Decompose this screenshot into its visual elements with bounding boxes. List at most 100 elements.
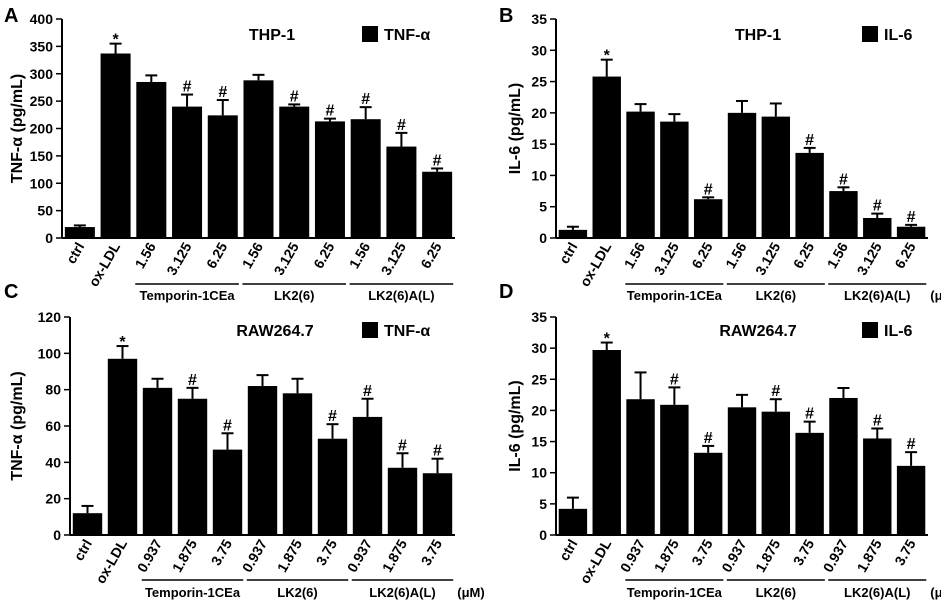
bar	[626, 399, 655, 535]
legend-swatch	[362, 26, 378, 42]
significance-mark: #	[433, 443, 442, 460]
x-tick-label: 6.25	[790, 239, 818, 271]
significance-mark: #	[290, 88, 299, 105]
x-tick-label: 1.56	[131, 239, 159, 271]
y-tick-label: 10	[531, 167, 547, 183]
bar	[558, 229, 588, 238]
significance-mark: #	[704, 181, 713, 198]
y-tick-label: 0	[539, 230, 547, 246]
significance-mark: *	[604, 48, 611, 65]
x-tick-label: ctrl	[556, 240, 581, 267]
x-tick-label: 1.875	[169, 536, 200, 575]
x-tick-label: 3.125	[651, 239, 682, 278]
y-tick-label: 80	[45, 382, 61, 398]
group-label: LK2(6)	[756, 585, 796, 600]
bar	[317, 438, 348, 535]
y-tick-label: 5	[539, 496, 547, 512]
bar	[795, 432, 824, 535]
y-tick-label: 20	[531, 402, 547, 418]
y-tick-label: 0	[45, 230, 53, 246]
y-axis-label: TNF-α (pg/mL)	[9, 371, 26, 480]
bar	[829, 397, 858, 535]
unit-label: (μM)	[930, 585, 941, 600]
bar	[693, 452, 723, 535]
chart-title: THP-1	[249, 27, 295, 44]
group-label: LK2(6)A(L)	[368, 288, 434, 303]
x-tick-label: 0.937	[239, 536, 270, 575]
significance-mark: *	[604, 331, 611, 348]
chart-title: RAW264.7	[236, 323, 313, 340]
x-tick-label: ox-LDL	[85, 239, 123, 289]
bar	[558, 508, 588, 535]
x-tick-label: 3.75	[418, 536, 446, 568]
bar	[350, 119, 381, 238]
bar	[64, 227, 95, 238]
significance-mark: #	[363, 383, 372, 400]
bar	[626, 111, 655, 238]
bar	[761, 411, 791, 535]
x-tick-label: 1.56	[722, 239, 750, 271]
x-tick-label: ox-LDL	[576, 239, 614, 289]
group-label: LK2(6)A(L)	[369, 585, 435, 600]
x-tick-label: ox-LDL	[92, 536, 130, 586]
y-tick-label: 350	[30, 38, 54, 54]
bar	[107, 358, 138, 535]
significance-mark: #	[704, 430, 713, 447]
y-tick-label: 20	[531, 105, 547, 121]
y-tick-label: 0	[53, 527, 61, 543]
significance-mark: #	[771, 383, 780, 400]
x-tick-label: 0.937	[344, 536, 375, 575]
x-tick-label: ctrl	[70, 537, 95, 564]
y-tick-label: 0	[539, 527, 547, 543]
significance-mark: #	[873, 412, 882, 429]
legend-label: TNF-α	[384, 27, 430, 44]
significance-mark: #	[326, 103, 335, 120]
bar	[795, 152, 824, 238]
bar	[136, 81, 167, 239]
significance-mark: #	[223, 417, 232, 434]
y-tick-label: 25	[531, 371, 547, 387]
group-label: Temporin-1CEa	[139, 288, 235, 303]
x-tick-label: 3.75	[891, 536, 919, 568]
y-tick-label: 120	[38, 309, 62, 325]
y-axis-label: IL-6 (pg/mL)	[507, 83, 524, 175]
y-tick-label: 30	[531, 42, 547, 58]
x-tick-label: ctrl	[63, 240, 88, 267]
bar	[172, 106, 203, 238]
x-tick-label: 3.125	[378, 239, 409, 278]
unit-label: (μM)	[930, 288, 941, 303]
x-tick-label: 3.125	[163, 239, 194, 278]
legend-swatch	[862, 26, 878, 42]
x-tick-label: 6.25	[891, 239, 919, 271]
x-tick-label: 3.125	[270, 239, 301, 278]
x-tick-label: 1.875	[853, 536, 884, 575]
bar	[896, 226, 926, 238]
y-tick-label: 300	[30, 66, 54, 82]
x-tick-label: 6.25	[203, 239, 231, 271]
group-label: Temporin-1CEa	[627, 585, 723, 600]
significance-mark: #	[328, 408, 337, 425]
bar	[761, 116, 791, 238]
legend-swatch	[862, 322, 878, 338]
bar	[279, 106, 310, 238]
bar	[693, 199, 723, 238]
chart-title: THP-1	[735, 27, 781, 44]
significance-mark: #	[361, 91, 370, 108]
y-tick-label: 10	[531, 465, 547, 481]
bar	[422, 473, 453, 535]
y-tick-label: 35	[531, 11, 547, 27]
panel-letter: A	[4, 5, 18, 27]
group-label: LK2(6)	[277, 585, 317, 600]
significance-mark: #	[218, 84, 227, 101]
x-tick-label: 1.875	[379, 536, 410, 575]
bar	[896, 465, 926, 535]
x-tick-label: 6.25	[688, 239, 716, 271]
bar	[422, 171, 453, 238]
x-tick-label: 3.75	[313, 536, 341, 568]
significance-mark: #	[398, 437, 407, 454]
x-tick-label: 0.937	[718, 536, 749, 575]
group-label: LK2(6)	[274, 288, 314, 303]
x-tick-label: 1.56	[621, 239, 649, 271]
